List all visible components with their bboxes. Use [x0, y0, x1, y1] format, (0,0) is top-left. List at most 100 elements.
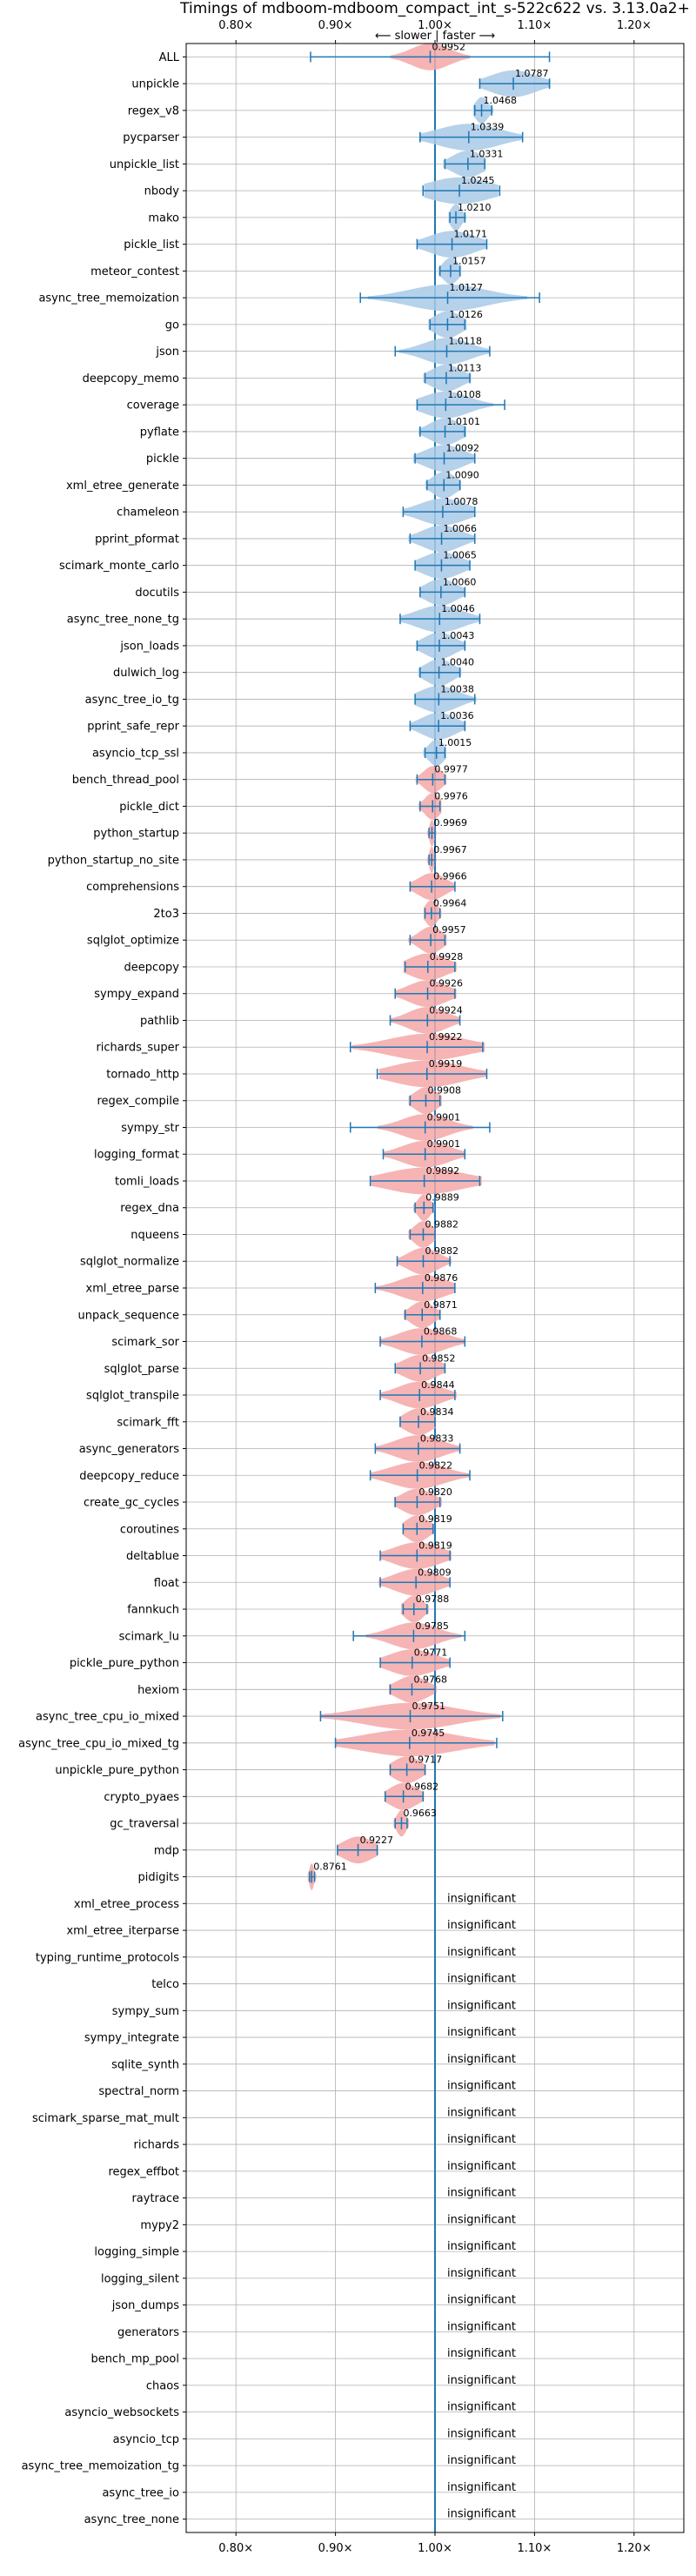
benchmark-label: generators [117, 2326, 179, 2339]
value-label: 1.0078 [445, 496, 478, 507]
benchmark-label: coverage [127, 399, 179, 413]
value-label: 0.9901 [427, 1138, 461, 1150]
value-label: 1.0046 [441, 603, 475, 614]
benchmark-label: pickle_pure_python [70, 1657, 179, 1670]
x-tick-label-bottom: 1.20× [617, 2542, 652, 2555]
benchmark-label: richards_super [96, 1042, 179, 1055]
x-tick-label-top: 0.90× [318, 19, 353, 32]
value-label: 1.0043 [441, 630, 475, 641]
value-label: 1.0092 [446, 443, 480, 454]
insignificant-label: insignificant [447, 2374, 516, 2387]
x-tick-label-top: 1.20× [617, 19, 652, 32]
value-label: 0.9819 [418, 1540, 452, 1552]
benchmark-label: regex_compile [97, 1095, 179, 1108]
benchmark-label: pidigits [138, 1871, 180, 1884]
benchmark-label: unpickle_pure_python [55, 1764, 179, 1777]
benchmark-label: deltablue [126, 1550, 179, 1563]
value-label: 0.9871 [424, 1299, 458, 1311]
benchmark-label: asyncio_websockets [64, 2406, 179, 2419]
value-label: 1.0331 [470, 148, 504, 159]
value-label: 0.9928 [430, 951, 463, 963]
benchmark-label: asyncio_tcp [113, 2433, 179, 2446]
insignificant-label: insignificant [447, 1892, 516, 1905]
benchmark-label: python_startup [93, 828, 179, 841]
benchmark-label: mako [148, 211, 179, 225]
benchmark-label: float [154, 1577, 179, 1590]
x-tick-label-bottom: 1.00× [418, 2542, 452, 2555]
value-label: 1.0038 [440, 683, 473, 694]
benchmark-label: sqlglot_transpile [86, 1390, 179, 1403]
benchmark-label: chameleon [117, 506, 179, 520]
value-label: 0.9819 [418, 1513, 452, 1525]
benchmark-label: sqlglot_parse [104, 1363, 179, 1376]
value-label: 0.9876 [425, 1272, 458, 1284]
benchmark-label: xml_etree_parse [86, 1283, 179, 1296]
benchmark-label: json_dumps [111, 2299, 179, 2312]
benchmark-label: unpickle [131, 78, 179, 91]
value-label: 0.9977 [434, 764, 467, 775]
benchmark-label: nqueens [130, 1229, 179, 1242]
benchmark-label: 2to3 [153, 908, 179, 921]
benchmark-label: json [155, 345, 179, 359]
benchmark-label: async_tree_none_tg [67, 614, 179, 627]
value-label: 1.0245 [461, 175, 495, 186]
benchmark-label: telco [151, 1978, 179, 1991]
benchmark-label: python_startup_no_site [48, 854, 179, 867]
value-label: 0.9957 [432, 924, 466, 936]
value-label: 0.9833 [420, 1433, 454, 1445]
benchmark-label: async_tree_cpu_io_mixed_tg [18, 1737, 179, 1750]
insignificant-label: insignificant [447, 2454, 516, 2467]
value-label: 1.0015 [438, 737, 472, 748]
benchmark-label: ALL [159, 51, 180, 64]
value-label: 0.9809 [418, 1566, 452, 1578]
value-label: 0.9822 [419, 1459, 453, 1471]
benchmark-label: coroutines [120, 1523, 179, 1536]
value-label: 0.9919 [429, 1058, 463, 1070]
benchmark-label: scimark_lu [119, 1630, 179, 1643]
benchmark-label: regex_effbot [108, 2165, 179, 2178]
value-label: 0.9892 [426, 1165, 459, 1177]
x-tick-label-top: 1.00× [418, 19, 452, 32]
value-label: 0.9882 [425, 1218, 459, 1230]
value-label: 0.9820 [418, 1486, 452, 1498]
insignificant-label: insignificant [447, 2481, 516, 2494]
benchmark-label: deepcopy_reduce [79, 1470, 179, 1483]
value-label: 1.0065 [443, 550, 477, 561]
benchmark-label: unpack_sequence [77, 1309, 179, 1322]
insignificant-label: insignificant [447, 1946, 516, 1959]
benchmark-label: async_tree_cpu_io_mixed [36, 1711, 179, 1724]
insignificant-label: insignificant [447, 1999, 516, 2012]
benchmark-label: go [165, 319, 179, 332]
value-label: 1.0210 [458, 202, 492, 213]
insignificant-label: insignificant [447, 2427, 516, 2440]
benchmark-label: async_tree_io [102, 2486, 179, 2499]
benchmark-label: gc_traversal [110, 1818, 179, 1831]
benchmark-label: hexiom [137, 1684, 179, 1697]
benchmark-label: crypto_pyaes [104, 1791, 179, 1804]
insignificant-label: insignificant [447, 2347, 516, 2360]
benchmark-label: chaos [146, 2379, 179, 2392]
value-label: 0.9926 [430, 978, 464, 989]
value-label: 0.9844 [421, 1379, 454, 1391]
value-label: 0.9868 [424, 1326, 457, 1338]
benchmark-label: regex_v8 [128, 104, 179, 117]
value-label: 1.0108 [447, 389, 481, 400]
benchmark-label: bench_thread_pool [72, 774, 179, 787]
value-label: 0.9952 [432, 41, 466, 52]
value-label: 0.9717 [409, 1754, 443, 1766]
value-label: 1.0339 [471, 122, 505, 133]
value-label: 1.0090 [445, 469, 479, 480]
benchmark-label: asyncio_tcp_ssl [92, 747, 179, 760]
insignificant-label: insignificant [447, 2106, 516, 2119]
benchmark-label: pickle [146, 453, 179, 466]
value-label: 1.0113 [448, 362, 482, 373]
x-tick-label-bottom: 0.90× [318, 2542, 353, 2555]
insignificant-label: insignificant [447, 2240, 516, 2253]
value-label: 0.9922 [429, 1031, 462, 1043]
value-label: 0.9966 [433, 871, 467, 882]
benchmark-label: logging_simple [94, 2246, 179, 2259]
benchmark-label: xml_etree_iterparse [66, 1925, 179, 1938]
value-label: 0.9976 [434, 790, 468, 802]
benchmark-label: pathlib [140, 1015, 179, 1028]
benchmark-label: mypy2 [140, 2219, 179, 2232]
